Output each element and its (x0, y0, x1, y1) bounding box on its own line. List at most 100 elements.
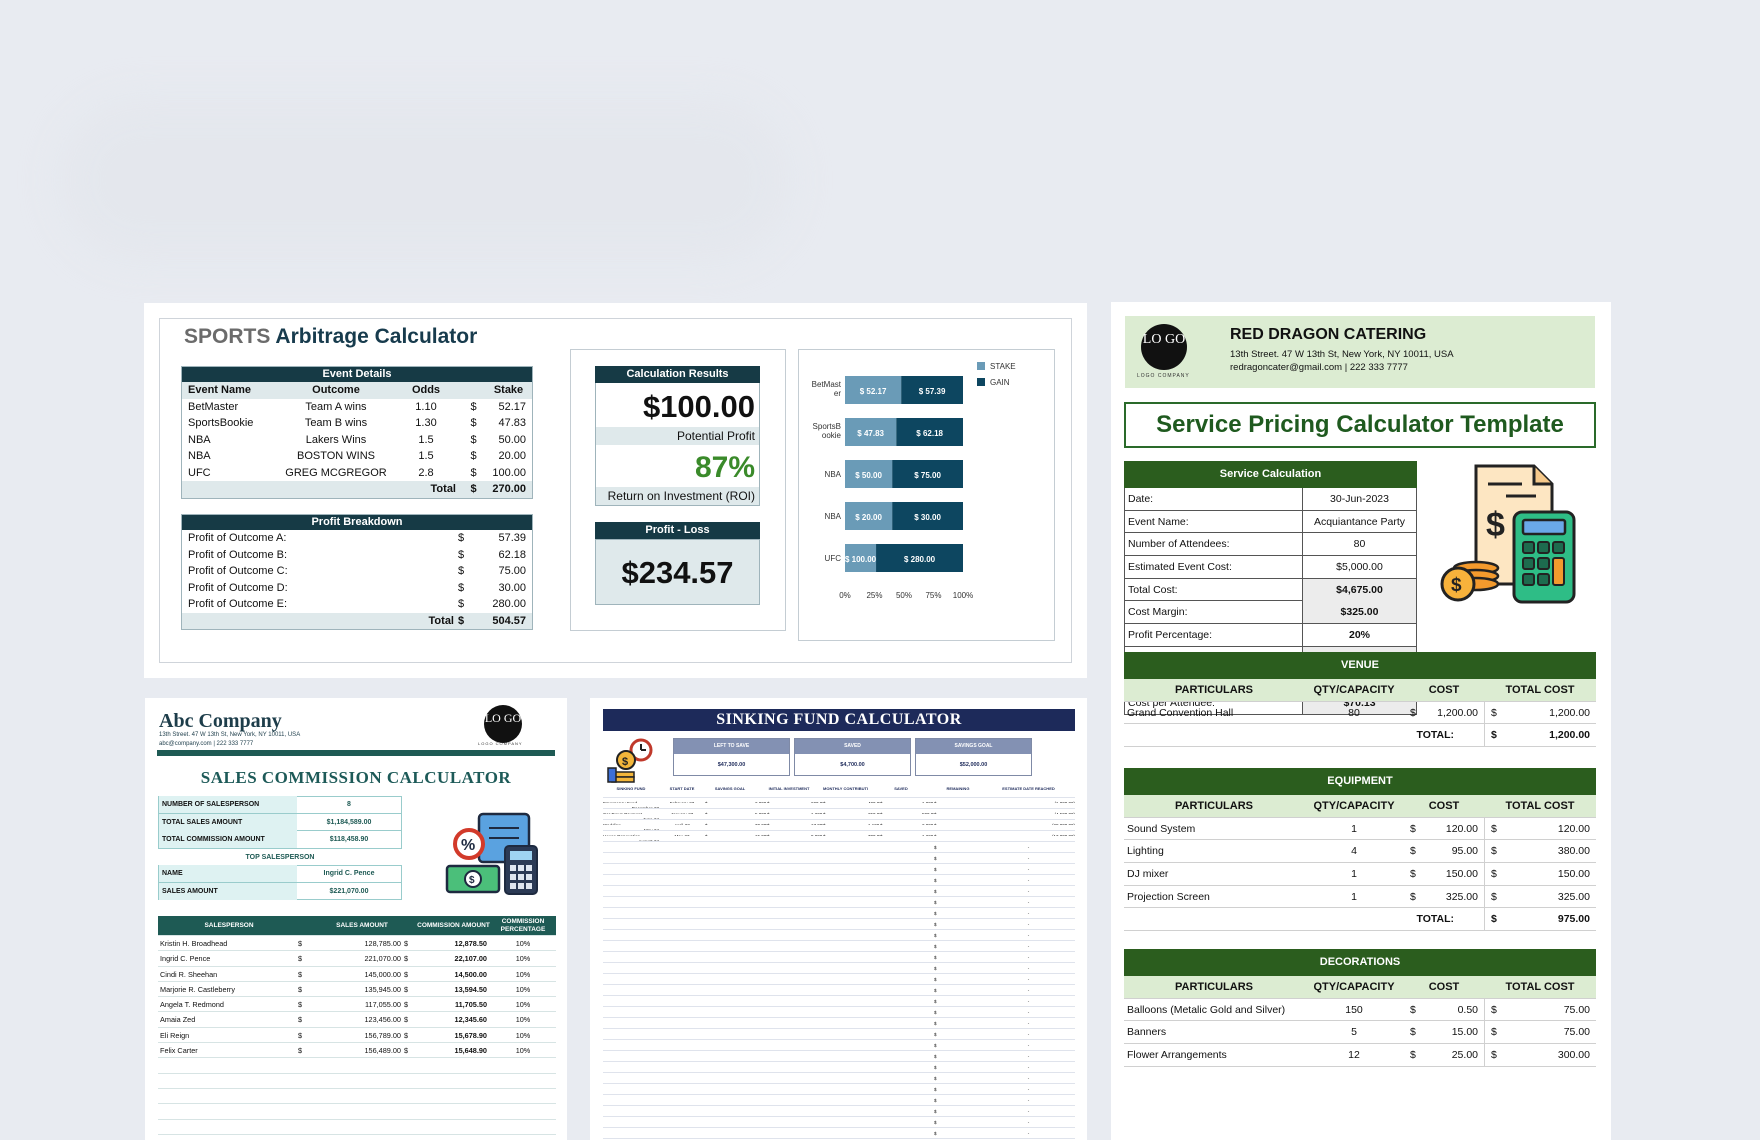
sinking-goal: 30,000.00 (755, 820, 767, 825)
currency: $ (934, 845, 937, 850)
equipment-total: $120.00 (1484, 817, 1596, 841)
salesperson-row: Cindi R. Sheehan $145,000.00 $14,500.00 10% (158, 967, 556, 982)
sinking-col-header (922, 786, 934, 797)
salesperson-row: Marjorie R. Castleberry $135,945.00 $13,59… (158, 982, 556, 998)
start-date: January-23 (659, 809, 705, 814)
dash-value: - (1027, 856, 1030, 861)
empty-row: $- (603, 963, 1075, 974)
salesperson-name: Angela T. Redmond (160, 1000, 224, 1010)
currency: $ (1410, 868, 1416, 881)
empty-row: $- (603, 1051, 1075, 1062)
sales-amount: 156,489.00 (364, 1046, 401, 1056)
profit-value: 30.00 (498, 581, 526, 594)
empty-row: $- (603, 1106, 1075, 1117)
event-name: SportsBookie (188, 417, 254, 429)
equipment-qty: 1 (1351, 822, 1357, 835)
venue-cost: $1,200.00 (1404, 702, 1484, 725)
decorations-cost: $25.00 (1404, 1044, 1484, 1067)
venue-qty: 80 (1348, 706, 1360, 719)
equipment-cost-value: 150.00 (1445, 868, 1478, 881)
service-label: Cost Margin: (1125, 601, 1303, 624)
legend-label: STAKE (990, 362, 1016, 371)
stake-bar (845, 460, 893, 488)
start-date: April-23 (659, 820, 705, 825)
empty-row: $- (603, 974, 1075, 985)
currency: $ (880, 831, 922, 836)
catering-company-name: RED DRAGON CATERING (1230, 326, 1427, 343)
equipment-header-row: PARTICULARS QTY/CAPACITY COST TOTAL COST (1124, 795, 1596, 818)
service-value: 30-Jun-2023 (1330, 493, 1389, 505)
equipment-cost-value: 95.00 (1451, 845, 1478, 858)
currency: $ (934, 1120, 937, 1125)
empty-row: $- (603, 985, 1075, 996)
sinking-goal: 5,000.00 (755, 809, 767, 814)
stake-bar (845, 544, 877, 572)
dash-value: - (1027, 977, 1030, 982)
currency: $ (1410, 822, 1416, 835)
gain-label: $ 280.00 (904, 555, 936, 564)
equipment-cost-value: 325.00 (1445, 890, 1478, 903)
profit-label: Profit of Outcome A: (188, 532, 287, 544)
equipment-total-row: TOTAL: $975.00 (1124, 908, 1596, 932)
start-date: May-23 (659, 831, 705, 836)
salesperson-row: Eli Reign $156,789.00 $15,678.90 10% (158, 1028, 556, 1044)
service-pricing-card[interactable]: LO GO LOGO COMPANY RED DRAGON CATERING 1… (1111, 302, 1611, 1140)
service-label: Total Cost: (1125, 578, 1303, 601)
profit-label: Profit of Outcome E: (188, 598, 288, 610)
gain-label: $ 30.00 (914, 513, 941, 522)
sales-amount: 117,055.00 (365, 1000, 401, 1010)
sinking-saved: 1,000.00 (922, 798, 934, 803)
event-name: NBA (188, 433, 211, 446)
catering-logo-caption: LOGO COMPANY (1137, 373, 1190, 379)
estimate-date: August-24 (603, 836, 659, 841)
service-value: $5,000.00 (1336, 561, 1383, 574)
commission-amount: 12,878.50 (454, 939, 487, 948)
profit-breakdown-heading: Profit Breakdown (182, 515, 532, 530)
salesperson-row: Kristin H. Broadhead $128,785.00 $12,878.5… (158, 936, 556, 952)
event-row: SportsBookie Team B wins 1.30 $47.83 (182, 415, 532, 432)
event-stake: 47.83 (498, 417, 526, 429)
stake-label: $ 100.00 (845, 555, 877, 564)
dash-value: - (1027, 1065, 1030, 1070)
dash-value: - (1027, 1131, 1030, 1136)
currency: $ (1410, 1026, 1416, 1039)
event-stake: 52.17 (498, 400, 526, 413)
currency: $ (404, 984, 409, 994)
currency: $ (934, 1043, 937, 1048)
sinking-fund-card[interactable]: SINKING FUND CALCULATOR $ LEFT TO SAVE $4… (590, 698, 1087, 1140)
abc-address: 13th Street. 47 W 13th St, New York, NY … (159, 732, 301, 747)
legend-swatch (977, 378, 985, 386)
event-odds: 1.5 (418, 450, 434, 462)
decorations-cost-value: 0.50 (1457, 1003, 1478, 1016)
event-details-total-row: Total $ 270.00 (182, 481, 532, 498)
stake-bar (845, 502, 893, 530)
sports-arbitrage-card[interactable]: SPORTS Arbitrage Calculator Event Detail… (144, 303, 1087, 678)
stake-label: $ 20.00 (855, 513, 882, 522)
decorations-section: DECORATIONS PARTICULARS QTY/CAPACITY COST T… (1124, 949, 1596, 1067)
sales-commission-card[interactable]: Abc Company 13th Street. 47 W 13th St, N… (145, 698, 567, 1140)
currency: $ (1491, 706, 1497, 719)
currency: $ (1410, 1049, 1416, 1062)
commission-amount: 12,345.60 (454, 1015, 487, 1025)
venue-total-value: 1,200.00 (1549, 706, 1590, 719)
catering-logo: LO GO (1141, 324, 1187, 370)
summary-row: TOTAL SALES AMOUNT $1,184,589.00 (158, 813, 402, 832)
blurred-banner (60, 100, 790, 260)
venue-total: $1,200.00 (1484, 701, 1596, 725)
dash-value: - (1027, 867, 1030, 872)
equipment-total-value: 150.00 (1557, 868, 1590, 881)
sales-amount: 156,789.00 (364, 1030, 401, 1040)
event-details-header-row: Event Name Outcome Odds Stake (182, 382, 532, 399)
equipment-total: $150.00 (1484, 863, 1596, 886)
equipment-total-value: 380.00 (1557, 845, 1590, 858)
empty-row: $- (603, 930, 1075, 941)
equipment-total: $325.00 (1484, 885, 1596, 909)
event-name: BetMaster (188, 400, 239, 413)
equipment-total: $380.00 (1484, 840, 1596, 864)
decorations-cost-value: 25.00 (1451, 1049, 1478, 1062)
catering-header: LO GO LOGO COMPANY RED DRAGON CATERING 1… (1125, 316, 1595, 388)
fund-name: Emergency Fund (603, 798, 659, 803)
stake-gain-chart: $ 52.17 $ 57.39 BetMast er $ 47.83 $ 62.18 Spo… (798, 349, 1055, 641)
currency: $ (934, 867, 937, 872)
chart-svg: $ 52.17 $ 57.39 BetMaster $ 47.83 $ 62.18 Spo… (812, 362, 1016, 600)
